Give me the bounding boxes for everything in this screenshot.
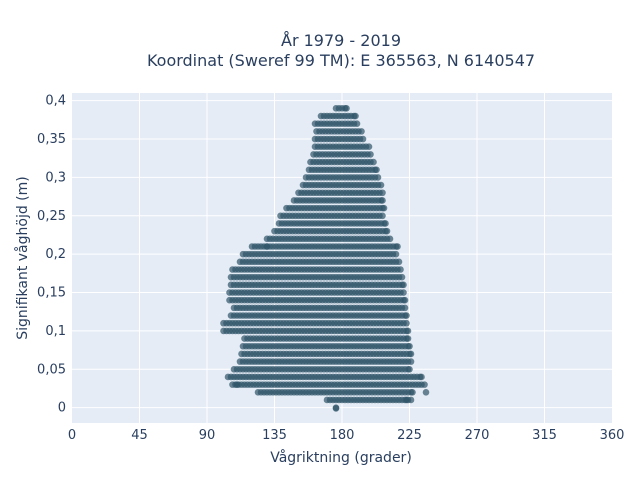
data-point bbox=[397, 266, 404, 273]
data-point bbox=[400, 289, 407, 296]
data-point bbox=[409, 389, 416, 396]
y-tick-label: 0,15 bbox=[37, 286, 66, 301]
data-point bbox=[394, 243, 401, 250]
data-point bbox=[404, 335, 412, 342]
y-tick-label: 0,4 bbox=[45, 94, 66, 109]
x-tick-label: 45 bbox=[131, 428, 148, 443]
data-point bbox=[380, 204, 388, 212]
data-point bbox=[403, 319, 410, 327]
y-tick-label: 0,35 bbox=[37, 132, 66, 147]
x-tick-labels: 0 45 90 135 180 225 270 315 360 bbox=[68, 428, 625, 443]
data-point bbox=[359, 135, 367, 143]
chart-title-line-2: Koordinat (Sweref 99 TM): E 365563, N 61… bbox=[147, 51, 535, 70]
data-point bbox=[377, 181, 385, 189]
x-tick-label: 315 bbox=[532, 428, 557, 443]
data-point bbox=[352, 112, 359, 120]
data-point bbox=[353, 120, 361, 127]
data-point bbox=[407, 358, 415, 365]
y-tick-label: 0,2 bbox=[45, 247, 66, 262]
data-point bbox=[407, 350, 415, 358]
data-point bbox=[382, 220, 389, 227]
data-point bbox=[404, 327, 412, 335]
y-tick-label: 0,1 bbox=[45, 324, 66, 339]
x-tick-label: 180 bbox=[330, 428, 355, 443]
data-point bbox=[403, 396, 410, 404]
y-axis-label: Signifikant våghöjd (m) bbox=[14, 176, 31, 339]
y-tick-labels: 0 0,05 0,1 0,15 0,2 0,25 0,3 0,35 0,4 bbox=[37, 94, 66, 416]
data-point bbox=[332, 405, 340, 412]
data-point bbox=[401, 296, 409, 304]
data-point bbox=[392, 250, 400, 258]
data-point bbox=[422, 389, 430, 396]
data-point bbox=[358, 128, 365, 135]
data-point bbox=[418, 373, 425, 381]
data-point bbox=[379, 197, 386, 204]
data-point bbox=[233, 381, 241, 388]
data-point bbox=[379, 212, 386, 220]
x-tick-label: 135 bbox=[262, 428, 287, 443]
data-point bbox=[386, 235, 394, 243]
data-point bbox=[374, 174, 382, 181]
data-points bbox=[220, 105, 430, 412]
data-point bbox=[343, 105, 350, 112]
chart-title: År 1979 - 2019 Koordinat (Sweref 99 TM):… bbox=[147, 31, 535, 70]
data-point bbox=[395, 258, 403, 266]
data-point bbox=[263, 243, 271, 250]
data-point bbox=[406, 342, 413, 350]
data-point bbox=[401, 304, 409, 312]
data-point bbox=[365, 143, 373, 151]
x-axis-label: Vågriktning (grader) bbox=[270, 449, 412, 466]
data-point bbox=[383, 227, 391, 235]
data-point bbox=[370, 158, 377, 166]
x-tick-label: 225 bbox=[397, 428, 422, 443]
data-point bbox=[367, 151, 374, 158]
chart-title-line-1: År 1979 - 2019 bbox=[281, 31, 401, 50]
x-tick-label: 270 bbox=[465, 428, 490, 443]
x-tick-label: 90 bbox=[199, 428, 216, 443]
data-point bbox=[403, 312, 410, 319]
y-tick-label: 0,25 bbox=[37, 209, 66, 224]
y-tick-label: 0 bbox=[58, 401, 66, 416]
data-point bbox=[406, 365, 413, 373]
y-tick-label: 0,05 bbox=[37, 362, 66, 377]
data-point bbox=[398, 273, 406, 281]
x-tick-label: 0 bbox=[68, 428, 76, 443]
x-tick-label: 360 bbox=[600, 428, 625, 443]
data-point bbox=[400, 281, 407, 289]
data-point bbox=[379, 189, 386, 197]
y-tick-label: 0,3 bbox=[45, 170, 66, 185]
data-point bbox=[421, 381, 428, 388]
data-point bbox=[373, 166, 380, 174]
